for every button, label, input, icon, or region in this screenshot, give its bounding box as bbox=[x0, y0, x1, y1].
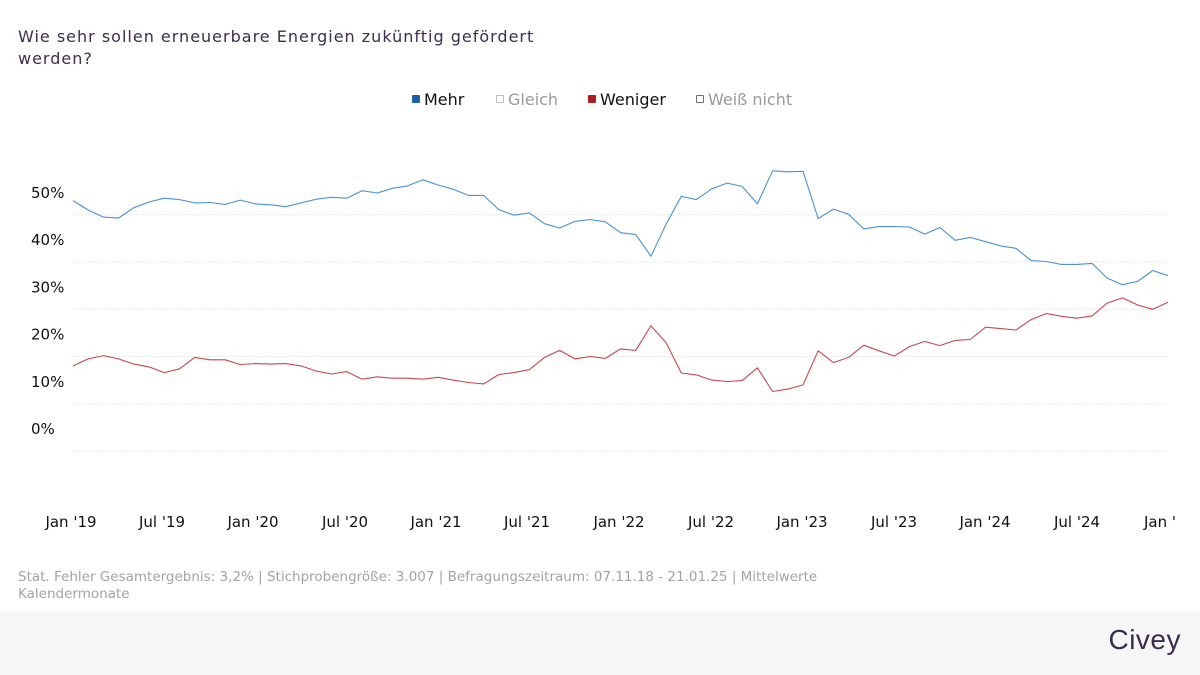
civey-logo[interactable]: Civey bbox=[1108, 624, 1181, 655]
legend-label-mehr: Mehr bbox=[424, 89, 465, 109]
legend-item-mehr[interactable]: Mehr bbox=[412, 88, 464, 110]
legend-swatch-gleich bbox=[496, 95, 504, 103]
y-tick-label: 20% bbox=[31, 326, 64, 344]
legend-item-gleich[interactable]: Gleich bbox=[496, 88, 558, 110]
x-tick-label: Jan '19 bbox=[44, 513, 96, 531]
x-tick-label: Jan ' bbox=[1143, 513, 1176, 531]
legend-label-weiss-nicht: Weiß nicht bbox=[708, 89, 793, 109]
legend-label-gleich: Gleich bbox=[508, 89, 559, 109]
y-tick-label: 30% bbox=[31, 278, 64, 296]
x-tick-label: Jul '22 bbox=[687, 513, 734, 531]
legend-swatch-weniger bbox=[588, 95, 596, 103]
x-tick-label: Jul '23 bbox=[870, 513, 917, 531]
x-tick-label: Jan '21 bbox=[409, 513, 461, 531]
y-tick-label: 40% bbox=[31, 231, 64, 249]
legend: Mehr Gleich Weniger Weiß nicht bbox=[0, 88, 1200, 110]
y-tick-label: 10% bbox=[31, 373, 64, 391]
x-tick-label: Jul '20 bbox=[321, 513, 368, 531]
x-tick-label: Jul '24 bbox=[1053, 513, 1100, 531]
x-tick-label: Jul '21 bbox=[503, 513, 550, 531]
x-axis: Jan '19 Jul '19 Jan '20 Jul '20 Jan '21 Jul '… bbox=[44, 513, 1176, 531]
x-tick-label: Jan '23 bbox=[775, 513, 827, 531]
y-tick-label: 0% bbox=[31, 420, 55, 438]
legend-swatch-mehr bbox=[412, 95, 420, 103]
legend-item-weniger[interactable]: Weniger bbox=[588, 88, 666, 110]
legend-label-weniger: Weniger bbox=[600, 89, 666, 109]
x-tick-label: Jul '19 bbox=[138, 513, 185, 531]
grid-layer bbox=[73, 214, 1167, 452]
series-line-mehr bbox=[72, 170, 1169, 286]
y-axis: 0% 10% 20% 30% 40% 50% bbox=[31, 184, 64, 438]
x-tick-label: Jan '22 bbox=[592, 513, 644, 531]
legend-item-weiss-nicht[interactable]: Weiß nicht bbox=[696, 88, 792, 110]
legend-swatch-weiss-nicht bbox=[696, 95, 704, 103]
series-line-weniger bbox=[72, 297, 1169, 393]
series-layer bbox=[72, 170, 1169, 393]
x-tick-label: Jan '20 bbox=[226, 513, 278, 531]
chart-title: Wie sehr sollen erneuerbare Energien zuk… bbox=[18, 27, 535, 68]
footer-band bbox=[0, 611, 1200, 675]
footer-note: Stat. Fehler Gesamtergebnis: 3,2% | Stic… bbox=[18, 569, 818, 602]
line-chart: 0%10%20%30%40%50% Jan '19 Jul '19 Jan '20 J… bbox=[31, 170, 1176, 531]
x-tick-label: Jan '24 bbox=[958, 513, 1010, 531]
y-tick-label: 50% bbox=[31, 184, 64, 202]
